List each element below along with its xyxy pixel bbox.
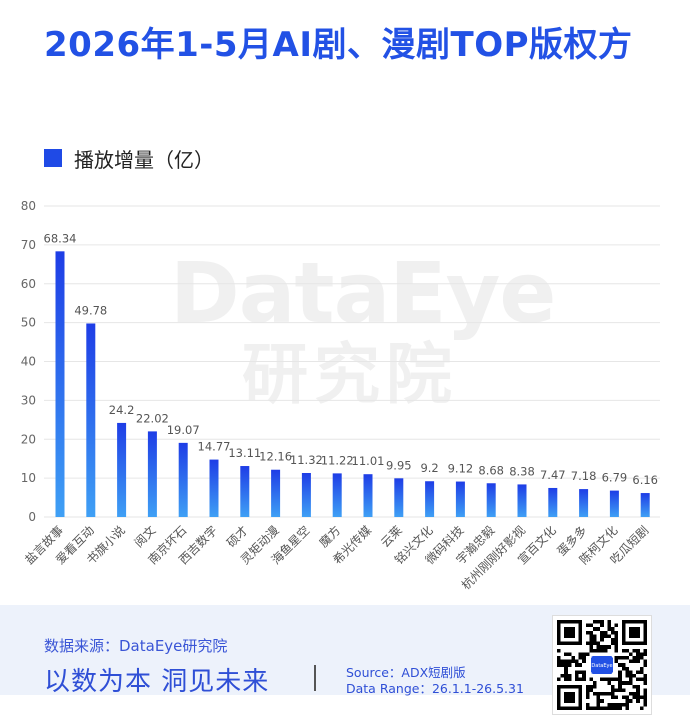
- y-tick-label: 40: [21, 355, 36, 369]
- value-label: 7.18: [571, 469, 597, 483]
- bar-4: [178, 442, 188, 517]
- value-label: 9.12: [448, 462, 474, 476]
- bar-14: [486, 483, 496, 517]
- y-tick-label: 60: [21, 277, 36, 291]
- bar-18: [609, 490, 619, 517]
- grid-lines: [44, 205, 660, 518]
- y-tick-label: 10: [21, 471, 36, 485]
- y-tick-label: 20: [21, 432, 36, 446]
- legend: 播放增量（亿）: [44, 146, 214, 172]
- value-labels: 68.3449.7824.222.0219.0714.7713.1112.161…: [44, 231, 658, 487]
- value-label: 8.38: [509, 464, 535, 478]
- bar-chart: 0 10 20 30 40 50 60 70 80 68.34 49.78 24.222.0219.…: [21, 199, 660, 593]
- bar-15: [517, 484, 527, 517]
- footer-source: 数据来源：DataEye研究院: [44, 637, 228, 655]
- bar-11: [394, 478, 404, 517]
- y-tick-label: 30: [21, 393, 36, 407]
- value-label: 7.47: [540, 468, 566, 482]
- bar-17: [579, 489, 589, 517]
- value-label: 22.02: [136, 411, 169, 425]
- x-tick-label: 云莱: [378, 523, 405, 550]
- y-tick-label: 0: [28, 510, 36, 524]
- value-label: 14.77: [198, 440, 231, 454]
- bar-3: [147, 431, 157, 517]
- footer: 数据来源：DataEye研究院 以数为本 洞见未来 Source：ADX短剧版 …: [0, 605, 690, 715]
- value-label: 19.07: [167, 423, 200, 437]
- bar-6: [240, 466, 250, 517]
- legend-label: 播放增量（亿）: [74, 147, 214, 172]
- value-label: 12.16: [259, 450, 292, 464]
- bar-10: [363, 474, 373, 517]
- value-label: 49.78: [74, 303, 107, 317]
- qr-logo-text: DataEye: [591, 663, 612, 669]
- chart-title: 2026年1-5月AI剧、漫剧TOP版权方: [44, 25, 633, 65]
- bar-0: [55, 251, 65, 517]
- footer-meta-source: Source：ADX短剧版: [346, 665, 466, 680]
- legend-swatch: [44, 149, 62, 167]
- bar-13: [455, 481, 465, 517]
- value-label: 6.79: [602, 471, 628, 485]
- bar-8: [301, 472, 311, 517]
- bar-7: [271, 469, 281, 517]
- bars: [55, 251, 650, 517]
- bar-5: [209, 459, 219, 517]
- footer-meta: Source：ADX短剧版 Data Range：26.1.1-26.5.31: [346, 665, 524, 697]
- x-tick-label: 阅文: [131, 523, 159, 551]
- bar-1: [86, 323, 96, 517]
- value-label: 9.95: [386, 458, 412, 472]
- y-tick-label: 70: [21, 238, 36, 252]
- x-tick-label: 硕才: [224, 523, 251, 550]
- x-tick-label: 魔方: [316, 523, 344, 551]
- y-tick-label: 80: [21, 199, 36, 213]
- value-label: 9.2: [420, 461, 438, 475]
- y-axis: 0 10 20 30 40 50 60 70 80: [21, 199, 36, 524]
- y-tick-label: 50: [21, 316, 36, 330]
- qr-code-image: DataEye: [557, 620, 647, 710]
- footer-slogan: 以数为本 洞见未来: [44, 667, 270, 697]
- bar-19: [640, 493, 650, 517]
- value-label: 6.16: [632, 473, 658, 487]
- qr-code: DataEye: [552, 615, 652, 715]
- value-label: 11.01: [352, 454, 385, 468]
- value-label: 11.22: [321, 453, 354, 467]
- footer-divider: [314, 665, 316, 691]
- bar-2: [117, 422, 127, 517]
- footer-meta-range: Data Range：26.1.1-26.5.31: [346, 681, 524, 696]
- bar-16: [548, 487, 558, 517]
- bar-12: [425, 481, 435, 517]
- value-label: 8.68: [478, 463, 504, 477]
- value-label: 68.34: [44, 231, 77, 245]
- bar-9: [332, 473, 342, 517]
- value-label: 24.2: [109, 403, 135, 417]
- value-label: 13.11: [228, 446, 261, 460]
- value-label: 11.32: [290, 453, 323, 467]
